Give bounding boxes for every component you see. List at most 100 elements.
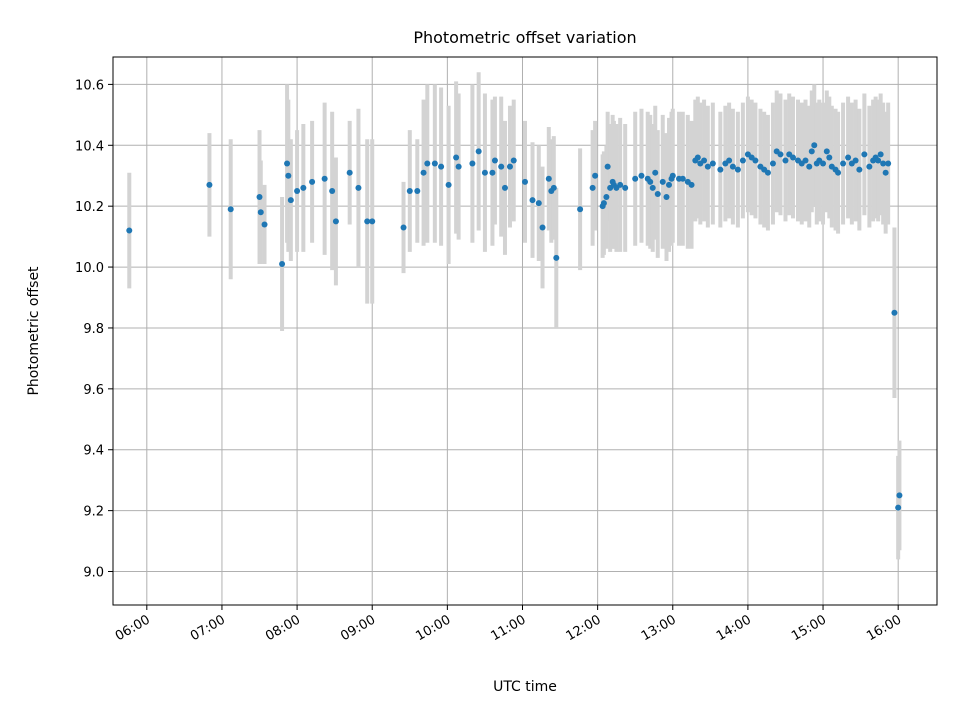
data-point (789, 154, 796, 161)
data-point (688, 181, 695, 188)
data-point (539, 224, 546, 231)
data-point (589, 184, 596, 191)
data-point (820, 160, 827, 167)
y-tick-label: 10.0 (75, 261, 104, 276)
data-point (632, 175, 639, 182)
data-point (835, 169, 842, 176)
data-point (808, 148, 815, 155)
data-point (529, 197, 536, 204)
data-point (866, 163, 873, 170)
data-point (895, 504, 902, 511)
data-point (875, 157, 882, 164)
data-point (424, 160, 431, 167)
data-point (856, 166, 863, 173)
data-point (769, 160, 776, 167)
data-point (455, 163, 462, 170)
data-point (666, 181, 673, 188)
data-point (652, 169, 659, 176)
y-tick-label: 9.6 (83, 383, 104, 398)
data-point (126, 227, 133, 234)
y-tick-label: 10.2 (75, 200, 104, 215)
plot-area-frame (112, 56, 938, 606)
data-point (431, 160, 438, 167)
data-point (896, 492, 903, 499)
data-point (346, 169, 353, 176)
data-point (877, 151, 884, 158)
y-tick-label: 9.0 (83, 566, 104, 581)
data-point (475, 148, 482, 155)
y-tick-label: 9.4 (83, 444, 104, 459)
data-point (764, 169, 771, 176)
y-tick-label: 9.8 (83, 322, 104, 337)
data-point (332, 218, 339, 225)
y-axis-label: Photometric offset (26, 266, 42, 396)
data-point (638, 172, 645, 179)
data-point (880, 160, 887, 167)
data-point (717, 166, 724, 173)
data-point (679, 175, 686, 182)
data-point (882, 169, 889, 176)
data-point (885, 160, 892, 167)
data-point (701, 157, 708, 164)
data-point (510, 157, 517, 164)
data-point (654, 191, 661, 197)
data-point (617, 181, 624, 188)
data-point (545, 175, 552, 182)
data-point (806, 163, 813, 170)
data-point (522, 178, 528, 185)
data-point (257, 209, 264, 216)
data-point (438, 163, 445, 170)
data-point (826, 154, 833, 161)
data-point (752, 157, 759, 164)
data-point (535, 200, 542, 207)
data-point (729, 163, 736, 170)
data-point (782, 157, 789, 164)
chart-title: Photometric offset variation (413, 28, 636, 47)
data-point (414, 187, 421, 194)
data-point (891, 309, 898, 316)
data-point (206, 181, 213, 188)
data-point (726, 157, 733, 164)
data-point (453, 154, 460, 161)
data-point (261, 221, 268, 228)
data-point (406, 187, 413, 194)
y-tick-label: 9.2 (83, 505, 104, 520)
data-point (845, 154, 852, 161)
data-point (861, 151, 868, 158)
data-point (287, 197, 294, 204)
data-point (481, 169, 488, 176)
data-point (369, 218, 376, 225)
data-point (592, 172, 599, 179)
data-point (284, 160, 291, 167)
data-point (604, 163, 611, 170)
data-point (577, 206, 584, 213)
data-point (279, 261, 286, 268)
y-tick-label: 10.6 (75, 78, 104, 93)
data-point (445, 181, 452, 188)
data-point (501, 184, 508, 191)
data-points (126, 142, 903, 511)
data-point (329, 187, 336, 194)
data-point (600, 200, 607, 207)
y-tick-label: 10.4 (75, 139, 104, 154)
data-point (294, 187, 301, 194)
data-point (622, 184, 629, 191)
data-point (489, 169, 496, 176)
data-point (550, 184, 557, 191)
data-point (840, 160, 847, 167)
data-point (309, 178, 316, 185)
data-point (647, 178, 654, 185)
data-point (709, 160, 716, 167)
data-point (355, 184, 362, 191)
data-point (811, 142, 818, 149)
data-point (694, 154, 701, 161)
data-point (300, 184, 307, 191)
data-point (227, 206, 234, 213)
data-point (823, 148, 830, 155)
data-point (256, 194, 263, 201)
data-point (649, 184, 656, 191)
data-point (491, 157, 498, 164)
data-point (498, 163, 505, 170)
data-point (659, 178, 666, 185)
